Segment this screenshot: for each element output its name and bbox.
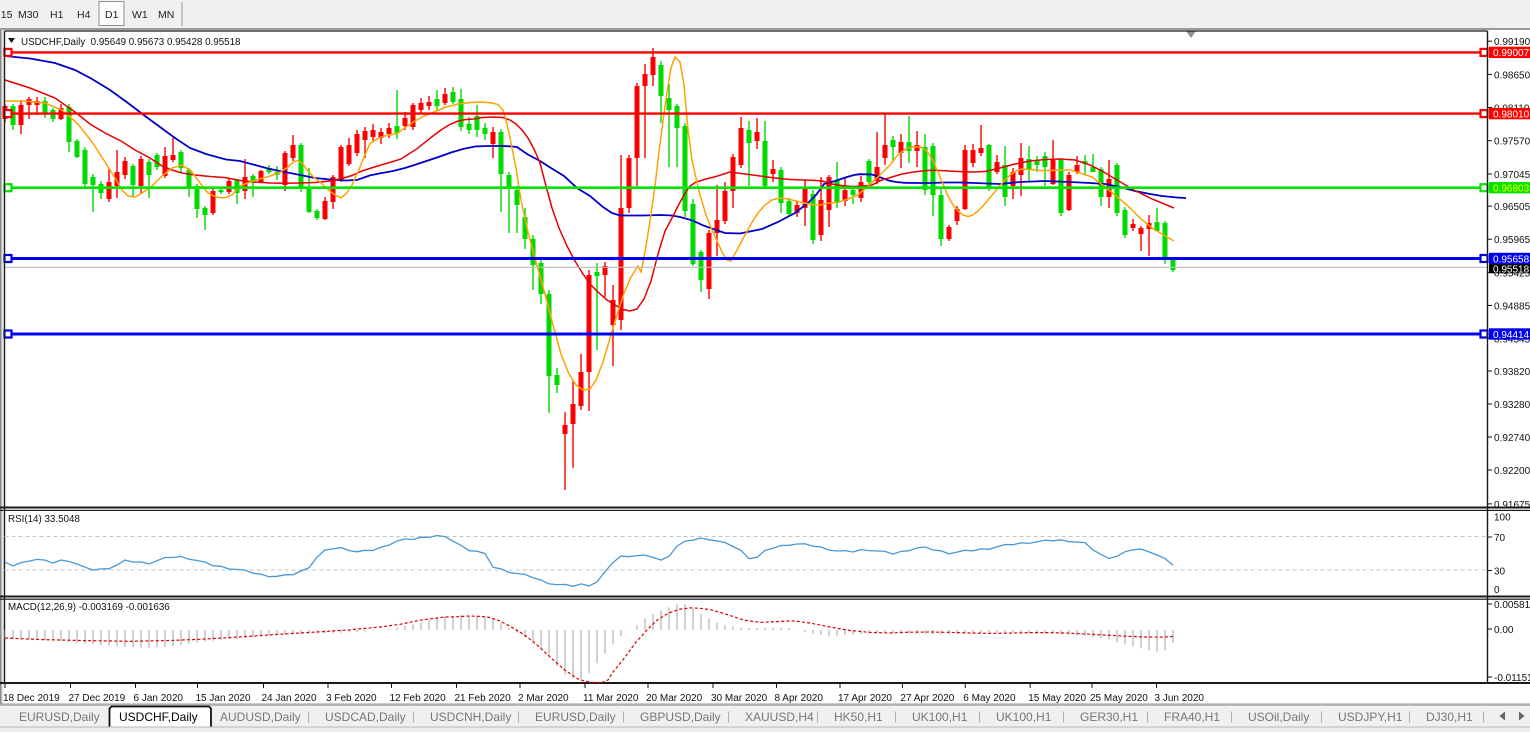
svg-text:|: |: [894, 709, 897, 723]
svg-text:H4: H4: [77, 9, 91, 21]
svg-text:70: 70: [1494, 533, 1506, 544]
svg-text:|: |: [727, 709, 730, 723]
svg-text:|: |: [1146, 709, 1149, 723]
svg-text:0.00: 0.00: [1494, 625, 1514, 636]
svg-text:EURUSD,Daily: EURUSD,Daily: [19, 710, 100, 724]
svg-text:GER30,H1: GER30,H1: [1080, 710, 1138, 724]
svg-text:0.96505: 0.96505: [1494, 202, 1530, 213]
svg-text:0.97045: 0.97045: [1494, 170, 1530, 181]
svg-text:0.92740: 0.92740: [1494, 433, 1530, 444]
svg-text:0.93820: 0.93820: [1494, 367, 1530, 378]
svg-text:0.98010: 0.98010: [1493, 109, 1530, 120]
svg-text:RSI(14) 33.5048: RSI(14) 33.5048: [8, 514, 80, 525]
svg-text:6 Jan 2020: 6 Jan 2020: [134, 693, 184, 704]
svg-text:AUDUSD,Daily: AUDUSD,Daily: [220, 710, 301, 724]
svg-text:30 Mar 2020: 30 Mar 2020: [711, 693, 768, 704]
svg-text:|: |: [307, 709, 310, 723]
svg-text:0.94414: 0.94414: [1493, 330, 1530, 341]
svg-text:0: 0: [1494, 585, 1500, 596]
svg-text:|: |: [1230, 709, 1233, 723]
svg-text:|: |: [816, 709, 819, 723]
svg-text:15 May 2020: 15 May 2020: [1028, 693, 1086, 704]
svg-text:0.94885: 0.94885: [1494, 302, 1530, 313]
svg-text:11 Mar 2020: 11 Mar 2020: [583, 693, 639, 704]
svg-text:UK100,H1: UK100,H1: [912, 710, 968, 724]
svg-text:GBPUSD,Daily: GBPUSD,Daily: [640, 710, 721, 724]
svg-text:|: |: [1482, 709, 1485, 723]
svg-text:25 May 2020: 25 May 2020: [1090, 693, 1148, 704]
svg-text:M15: M15: [0, 9, 13, 21]
svg-text:27 Apr 2020: 27 Apr 2020: [900, 693, 954, 704]
svg-text:0.98650: 0.98650: [1494, 70, 1530, 81]
svg-text:|: |: [412, 709, 415, 723]
svg-text:0.94345: 0.94345: [1494, 335, 1530, 346]
svg-text:0.95658: 0.95658: [1493, 254, 1530, 265]
svg-text:H1: H1: [50, 9, 64, 21]
svg-text:0.95518: 0.95518: [1493, 265, 1530, 276]
svg-text:USDCHF,Daily: USDCHF,Daily: [119, 710, 198, 724]
svg-text:DJ30,H1: DJ30,H1: [1426, 710, 1473, 724]
svg-text:M30: M30: [18, 9, 39, 21]
svg-text:0.005818: 0.005818: [1494, 600, 1530, 611]
svg-text:8 Apr 2020: 8 Apr 2020: [775, 693, 824, 704]
svg-text:0.99007: 0.99007: [1493, 48, 1530, 59]
svg-text:0.95425: 0.95425: [1494, 268, 1530, 279]
svg-text:12 Feb 2020: 12 Feb 2020: [390, 693, 447, 704]
svg-text:|: |: [978, 709, 981, 723]
svg-text:UK100,H1: UK100,H1: [996, 710, 1052, 724]
svg-text:0.97570: 0.97570: [1494, 137, 1530, 148]
svg-text:100: 100: [1494, 513, 1511, 524]
svg-text:30: 30: [1494, 567, 1506, 578]
svg-text:USDCAD,Daily: USDCAD,Daily: [325, 710, 406, 724]
svg-text:FRA40,H1: FRA40,H1: [1164, 710, 1220, 724]
svg-text:|: |: [1408, 709, 1411, 723]
svg-text:XAUUSD,H4: XAUUSD,H4: [745, 710, 814, 724]
svg-text:USDJPY,H1: USDJPY,H1: [1338, 710, 1403, 724]
svg-text:17 Apr 2020: 17 Apr 2020: [838, 693, 892, 704]
svg-text:|: |: [1320, 709, 1323, 723]
svg-text:0.96803: 0.96803: [1493, 184, 1530, 195]
svg-text:|: |: [1062, 709, 1065, 723]
svg-text:20 Mar 2020: 20 Mar 2020: [646, 693, 703, 704]
svg-text:0.99190: 0.99190: [1494, 37, 1530, 48]
svg-text:2 Mar 2020: 2 Mar 2020: [518, 693, 569, 704]
svg-text:MN: MN: [158, 9, 174, 21]
svg-text:W1: W1: [132, 9, 148, 21]
svg-text:18 Dec 2019: 18 Dec 2019: [3, 693, 60, 704]
svg-text:0.92200: 0.92200: [1494, 466, 1530, 477]
svg-text:USOil,Daily: USOil,Daily: [1248, 710, 1309, 724]
svg-text:24 Jan 2020: 24 Jan 2020: [262, 693, 317, 704]
svg-text:21 Feb 2020: 21 Feb 2020: [455, 693, 512, 704]
svg-text:D1: D1: [105, 9, 119, 21]
svg-text:6 May 2020: 6 May 2020: [963, 693, 1016, 704]
svg-text:0.93280: 0.93280: [1494, 400, 1530, 411]
svg-text:0.91675: 0.91675: [1494, 500, 1530, 511]
svg-text:-0.01151: -0.01151: [1494, 673, 1530, 684]
svg-text:15 Jan 2020: 15 Jan 2020: [196, 693, 251, 704]
svg-text:EURUSD,Daily: EURUSD,Daily: [535, 710, 616, 724]
svg-text:27 Dec 2019: 27 Dec 2019: [69, 693, 126, 704]
svg-text:|: |: [622, 709, 625, 723]
svg-text:0.95965: 0.95965: [1494, 235, 1530, 246]
svg-text:|: |: [517, 709, 520, 723]
svg-text:3 Feb 2020: 3 Feb 2020: [326, 693, 377, 704]
svg-text:MACD(12,26,9) -0.003169 -0.001: MACD(12,26,9) -0.003169 -0.001636: [8, 602, 170, 613]
svg-text:3 Jun 2020: 3 Jun 2020: [1155, 693, 1205, 704]
svg-text:USDCHF,Daily 0.95649 0.95673: USDCHF,Daily 0.95649 0.95673 0.95428 0.9…: [21, 37, 241, 48]
svg-text:HK50,H1: HK50,H1: [834, 710, 883, 724]
svg-text:USDCNH,Daily: USDCNH,Daily: [430, 710, 511, 724]
